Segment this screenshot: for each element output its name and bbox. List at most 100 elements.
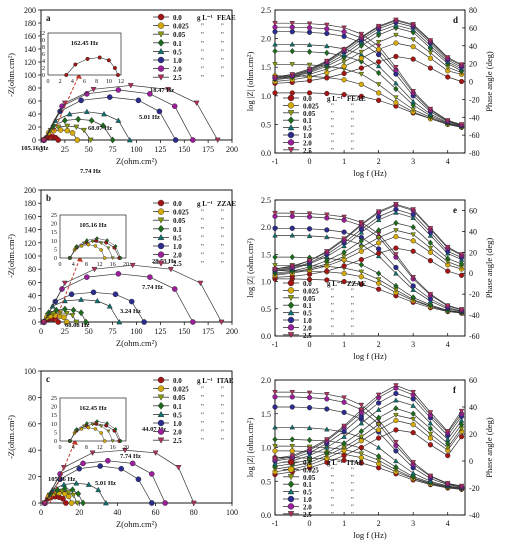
logZ-point-2.5 [427,106,434,112]
phase-point-0.05 [341,59,347,65]
legend-marker [157,401,165,410]
phase-point-0.5 [375,217,382,222]
legend-ditto: " [351,474,354,482]
phase-point-0.0 [376,59,382,65]
phase-point-0.05 [410,417,416,422]
legend-marker [157,437,165,444]
phase-point-0.05 [393,412,399,418]
phase-line-2.5 [274,385,462,459]
panel-letter: c [46,374,50,384]
legend-marker [287,324,295,331]
y-tick-label: 80 [28,393,36,402]
phase-point-0.05 [358,49,365,55]
legend-label: 0.0 [303,95,312,103]
logZ-point-0.05 [272,62,278,68]
data-point-0.1 [62,305,68,313]
x-tick-label: 2 [377,340,381,349]
data-point-2.5 [190,500,197,507]
logZ-point-0.0 [324,277,330,283]
phase-line-0.5 [274,399,462,465]
legend-inhibitor: ZZAE [217,200,236,208]
panel-letter: b [46,193,51,203]
logZ-point-2.5 [306,211,313,217]
logZ-point-0.05 [375,82,382,88]
y-right-tick-label: -80 [469,149,480,158]
legend-ditto: " [221,429,224,437]
legend-ditto: " [201,420,204,428]
x-tick-label: 3 [411,157,415,166]
logZ-point-0.5 [272,424,278,430]
phase-point-0.1 [341,249,347,256]
legend-ditto: " [351,489,354,497]
phase-point-2.5 [444,429,451,435]
logZ-point-0.05 [289,62,296,68]
x-axis-label: log f (Hz) [353,530,387,540]
y-left-tick-label: 1.0 [261,278,271,287]
phase-point-2.5 [393,383,399,389]
data-point-2.0 [115,271,122,277]
phase-point-0.025 [376,46,382,52]
phase-point-0.025 [410,44,416,50]
logZ-point-0.025 [289,448,295,454]
logZ-point-2.5 [289,210,296,216]
legend-marker [157,47,165,54]
data-point-1.0 [135,97,142,104]
logZ-line-0.05 [275,63,462,128]
x-tick-label: 0 [308,340,312,349]
phase-point-2.5 [306,66,313,72]
phase-point-0.0 [358,444,364,451]
logZ-point-0.025 [272,448,278,454]
x-tick-label: 125 [154,327,166,336]
data-point-2.5 [165,87,171,93]
legend-ditto: " [201,429,204,437]
phase-point-0.0 [324,268,330,274]
legend-ditto: " [221,217,224,225]
legend-ditto: " [201,74,204,82]
inset-x-tick-label: 12 [97,445,103,451]
phase-point-2.5 [272,74,278,80]
legend-ditto: " [331,302,334,310]
phase-point-0.1 [458,421,465,428]
legend-ditto: " [351,466,354,474]
phase-point-2.5 [289,453,296,459]
logZ-point-2.5 [272,21,278,26]
legend-unit: g L⁻¹ [197,200,213,208]
inset-data-point [84,421,89,426]
y-left-axis-label: log |Z| (ohm.cm²) [245,418,255,478]
bode-panel-d: -1 0 1 2 3 40.00.51.01.52.02.5-80-60-40-20020… [245,6,494,178]
legend-label: 0.025 [303,102,319,110]
logZ-point-0.1 [375,270,382,277]
data-point-0.5 [83,108,90,115]
legend-ditto: " [201,403,204,411]
data-point-2.0 [80,460,86,467]
phase-point-2.5 [306,446,313,452]
inset-x-tick-label: 16 [110,262,116,268]
phase-line-0.1 [274,408,462,467]
phase-point-0.1 [358,42,365,49]
phase-line-0.1 [274,27,462,80]
legend-ditto: " [221,226,224,234]
legend-ditto: " [201,252,204,260]
y-tick-label: 20 [28,473,36,482]
logZ-line-0.5 [275,43,462,127]
logZ-point-0.0 [341,279,347,285]
logZ-point-2.0 [289,394,295,400]
x-tick-label: 20 [75,508,83,517]
logZ-point-0.0 [272,90,278,96]
logZ-point-1.0 [289,225,295,231]
x-tick-label: 4 [446,519,450,528]
data-point-2.0 [171,286,178,292]
x-tick-label: 200 [226,327,238,336]
logZ-point-2.5 [458,307,465,313]
inset-y-tick-label: 12 [39,31,45,37]
x-tick-label: 75 [109,145,117,154]
logZ-line-1.0 [275,31,462,126]
x-tick-label: 125 [154,145,166,154]
logZ-point-0.05 [272,444,278,449]
legend-ditto: " [351,295,354,303]
y-right-tick-label: 80 [469,6,477,15]
x-tick-label: 200 [226,145,238,154]
logZ-point-2.5 [427,291,434,297]
y-axis-label: -Z(ohm.cm²) [6,53,16,97]
phase-point-0.1 [410,410,416,417]
